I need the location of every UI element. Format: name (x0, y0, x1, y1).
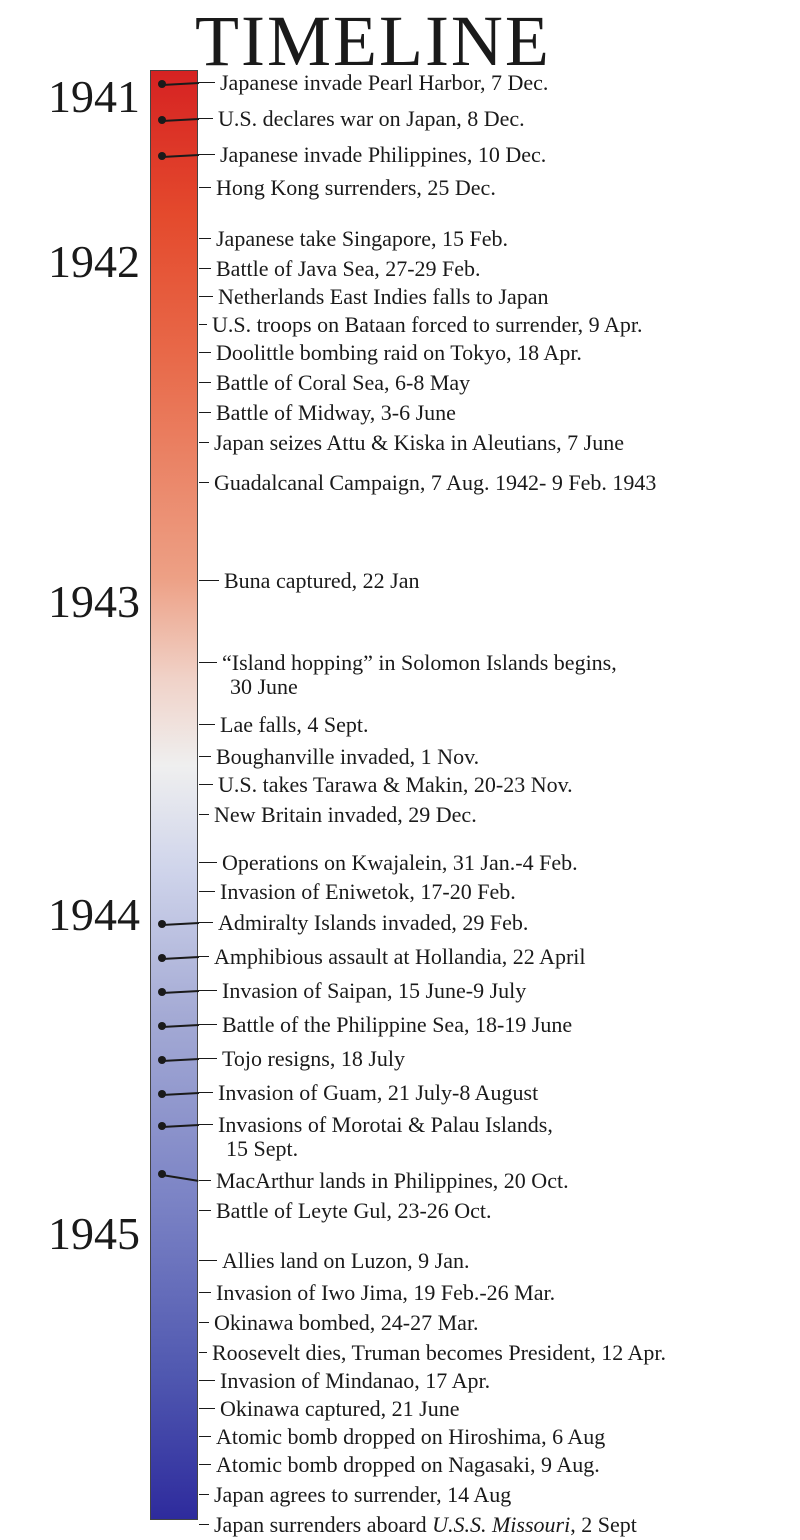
event-tick-1 (199, 118, 213, 119)
event-tick-34 (199, 1380, 215, 1381)
event-5: Battle of Java Sea, 27-29 Feb. (216, 257, 481, 281)
event-7: U.S. troops on Bataan forced to surrende… (212, 313, 642, 337)
event-tick-32 (199, 1322, 209, 1323)
event-tick-36 (199, 1436, 211, 1437)
event-19: Operations on Kwajalein, 31 Jan.-4 Feb. (222, 851, 578, 875)
event-18: New Britain invaded, 29 Dec. (214, 803, 477, 827)
event-tick-18 (199, 814, 209, 815)
event-1: U.S. declares war on Japan, 8 Dec. (218, 107, 525, 131)
event-9: Battle of Coral Sea, 6-8 May (216, 371, 470, 395)
event-tick-38 (199, 1494, 209, 1495)
event-24: Battle of the Philippine Sea, 18-19 June (222, 1013, 572, 1037)
event-29: Battle of Leyte Gul, 23-26 Oct. (216, 1199, 492, 1223)
year-label-1943: 1943 (10, 575, 140, 628)
event-14: “Island hopping” in Solomon Islands begi… (222, 651, 617, 699)
event-15: Lae falls, 4 Sept. (220, 713, 368, 737)
event-tick-19 (199, 862, 217, 863)
event-tick-26 (199, 1092, 213, 1093)
event-27-line2: 15 Sept. (218, 1137, 553, 1161)
event-tick-16 (199, 756, 211, 757)
event-27: Invasions of Morotai & Palau Islands,15 … (218, 1113, 553, 1161)
event-17: U.S. takes Tarawa & Makin, 20-23 Nov. (218, 773, 573, 797)
event-39: Japan surrenders aboard U.S.S. Missouri,… (214, 1513, 637, 1537)
event-6: Netherlands East Indies falls to Japan (218, 285, 549, 309)
event-33: Roosevelt dies, Truman becomes President… (212, 1341, 666, 1365)
event-4: Japanese take Singapore, 15 Feb. (216, 227, 508, 251)
event-tick-9 (199, 382, 211, 383)
event-tick-17 (199, 784, 213, 785)
event-tick-15 (199, 724, 215, 725)
event-10: Battle of Midway, 3-6 June (216, 401, 456, 425)
event-tick-25 (199, 1058, 217, 1059)
event-30: Allies land on Luzon, 9 Jan. (222, 1249, 469, 1273)
event-22: Amphibious assault at Hollandia, 22 Apri… (214, 945, 586, 969)
event-tick-23 (199, 990, 217, 991)
event-23: Invasion of Saipan, 15 June-9 July (222, 979, 526, 1003)
event-tick-33 (199, 1352, 207, 1353)
event-tick-10 (199, 412, 211, 413)
event-14-line2: 30 June (222, 675, 617, 699)
event-tick-0 (199, 82, 215, 83)
event-tick-8 (199, 352, 211, 353)
event-tick-14 (199, 662, 217, 663)
event-25: Tojo resigns, 18 July (222, 1047, 405, 1071)
event-38: Japan agrees to surrender, 14 Aug (214, 1483, 511, 1507)
event-16: Boughanville invaded, 1 Nov. (216, 745, 479, 769)
event-13: Buna captured, 22 Jan (224, 569, 420, 593)
event-tick-39 (199, 1524, 209, 1525)
event-tick-22 (199, 956, 209, 957)
event-tick-28 (199, 1180, 211, 1181)
year-label-1944: 1944 (10, 888, 140, 941)
event-35: Okinawa captured, 21 June (220, 1397, 459, 1421)
event-tick-29 (199, 1210, 211, 1211)
event-tick-13 (199, 580, 219, 581)
timeline-gradient-bar (150, 70, 198, 1520)
event-0: Japanese invade Pearl Harbor, 7 Dec. (220, 71, 548, 95)
event-34: Invasion of Mindanao, 17 Apr. (220, 1369, 490, 1393)
event-20: Invasion of Eniwetok, 17-20 Feb. (220, 880, 516, 904)
event-tick-7 (199, 324, 207, 325)
event-tick-35 (199, 1408, 215, 1409)
year-label-1945: 1945 (10, 1207, 140, 1260)
event-8: Doolittle bombing raid on Tokyo, 18 Apr. (216, 341, 582, 365)
event-31: Invasion of Iwo Jima, 19 Feb.-26 Mar. (216, 1281, 555, 1305)
event-tick-37 (199, 1464, 211, 1465)
event-11: Japan seizes Attu & Kiska in Aleutians, … (214, 431, 624, 455)
event-tick-21 (199, 922, 213, 923)
event-37: Atomic bomb dropped on Nagasaki, 9 Aug. (216, 1453, 600, 1477)
event-tick-11 (199, 442, 209, 443)
event-36: Atomic bomb dropped on Hiroshima, 6 Aug (216, 1425, 605, 1449)
event-tick-4 (199, 238, 211, 239)
event-tick-31 (199, 1292, 211, 1293)
event-21: Admiralty Islands invaded, 29 Feb. (218, 911, 528, 935)
event-tick-6 (199, 296, 213, 297)
event-tick-27 (199, 1124, 213, 1125)
event-tick-5 (199, 268, 211, 269)
event-3: Hong Kong surrenders, 25 Dec. (216, 176, 496, 200)
event-tick-2 (199, 154, 215, 155)
event-32: Okinawa bombed, 24-27 Mar. (214, 1311, 479, 1335)
event-tick-3 (199, 187, 211, 188)
event-2: Japanese invade Philippines, 10 Dec. (220, 143, 546, 167)
year-label-1942: 1942 (10, 235, 140, 288)
event-tick-30 (199, 1260, 217, 1261)
event-26: Invasion of Guam, 21 July-8 August (218, 1081, 538, 1105)
event-tick-24 (199, 1024, 217, 1025)
year-label-1941: 1941 (10, 70, 140, 123)
event-28: MacArthur lands in Philippines, 20 Oct. (216, 1169, 569, 1193)
event-tick-20 (199, 891, 215, 892)
event-tick-12 (199, 482, 209, 483)
event-12: Guadalcanal Campaign, 7 Aug. 1942- 9 Feb… (214, 471, 656, 495)
